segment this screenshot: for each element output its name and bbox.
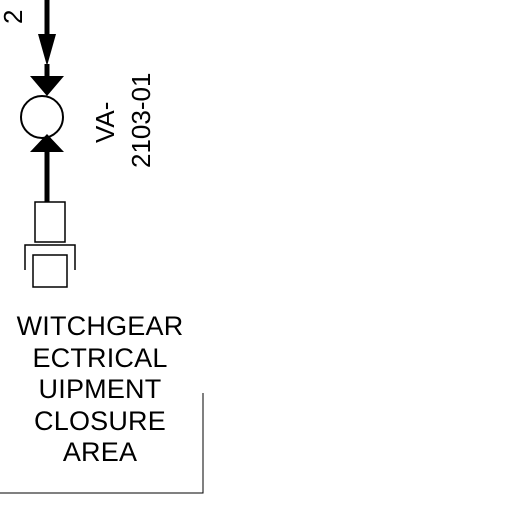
line-id-label: 2 xyxy=(0,10,28,24)
connector-body-icon xyxy=(34,201,66,243)
valve-seat-upper-icon xyxy=(30,76,64,96)
area-label-line-5: AREA xyxy=(62,437,138,467)
area-label-line-3: UIPMENT xyxy=(38,374,162,404)
valve-tag-line2: 2103-01 xyxy=(126,73,156,168)
enclosure-area-label: WITCHGEAR ECTRICAL UIPMENT CLOSURE AREA xyxy=(0,311,200,469)
end-cap-icon xyxy=(32,254,68,288)
valve-tag-line1: VA- xyxy=(90,102,120,143)
enclosure-boundary xyxy=(0,393,204,494)
coupling-bracket-icon xyxy=(24,244,76,270)
valve-seat-lower-icon xyxy=(30,134,64,152)
valve-body-icon xyxy=(20,95,64,139)
area-label-line-4: CLOSURE xyxy=(34,405,166,436)
flow-arrow-icon xyxy=(38,34,56,66)
area-label-line-2: ECTRICAL xyxy=(32,342,168,373)
area-label-line-1: WITCHGEAR xyxy=(16,311,184,341)
